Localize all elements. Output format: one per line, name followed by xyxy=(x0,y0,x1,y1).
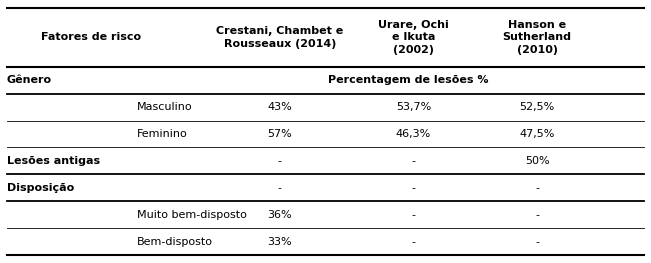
Text: Lesões antigas: Lesões antigas xyxy=(7,156,100,166)
Text: -: - xyxy=(411,210,415,220)
Text: Disposição: Disposição xyxy=(7,183,74,193)
Text: Urare, Ochi
e Ikuta
(2002): Urare, Ochi e Ikuta (2002) xyxy=(378,20,449,55)
Text: Gênero: Gênero xyxy=(7,75,51,85)
Text: Hanson e
Sutherland
(2010): Hanson e Sutherland (2010) xyxy=(503,20,572,55)
Text: -: - xyxy=(411,156,415,166)
Text: 47,5%: 47,5% xyxy=(519,129,555,139)
Text: 33%: 33% xyxy=(268,237,292,247)
Text: 36%: 36% xyxy=(268,210,292,220)
Text: -: - xyxy=(278,183,282,193)
Text: 52,5%: 52,5% xyxy=(519,102,555,112)
Text: 43%: 43% xyxy=(268,102,292,112)
Text: -: - xyxy=(278,156,282,166)
Text: -: - xyxy=(535,183,539,193)
Text: 46,3%: 46,3% xyxy=(396,129,431,139)
Text: -: - xyxy=(411,183,415,193)
Text: -: - xyxy=(411,237,415,247)
Text: Crestani, Chambet e
Rousseaux (2014): Crestani, Chambet e Rousseaux (2014) xyxy=(216,26,344,48)
Text: Muito bem-disposto: Muito bem-disposto xyxy=(137,210,247,220)
Text: Masculino: Masculino xyxy=(137,102,192,112)
Text: -: - xyxy=(535,210,539,220)
Text: Percentagem de lesões %: Percentagem de lesões % xyxy=(328,75,489,85)
Text: -: - xyxy=(535,237,539,247)
Text: Fatores de risco: Fatores de risco xyxy=(41,32,141,42)
Text: 50%: 50% xyxy=(525,156,549,166)
Text: 57%: 57% xyxy=(268,129,292,139)
Text: Bem-disposto: Bem-disposto xyxy=(137,237,213,247)
Text: 53,7%: 53,7% xyxy=(396,102,431,112)
Text: Feminino: Feminino xyxy=(137,129,187,139)
